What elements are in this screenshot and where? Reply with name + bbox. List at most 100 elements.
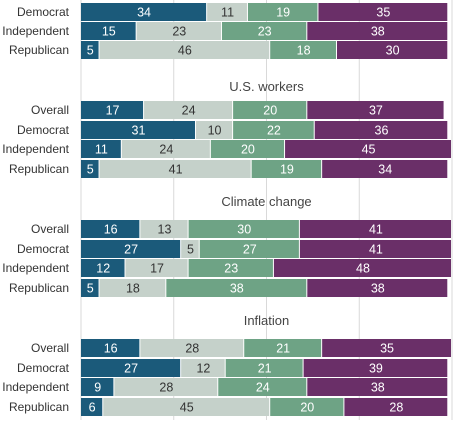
bar-value-label: 24 — [256, 381, 270, 395]
bar-segment — [103, 398, 270, 416]
bar-value-label: 5 — [187, 243, 194, 257]
bar-segment — [81, 279, 99, 297]
bar-segment — [114, 378, 218, 396]
bar-segment — [81, 240, 181, 258]
bar-segment — [270, 41, 336, 59]
bar-segment — [299, 220, 451, 238]
bar-value-label: 27 — [243, 243, 257, 257]
row-label: Democrat — [17, 5, 70, 19]
bar-value-label: 5 — [87, 282, 94, 296]
bar-value-label: 37 — [369, 104, 383, 118]
bar-value-label: 45 — [362, 143, 376, 157]
bar-segment — [144, 101, 233, 119]
bar-segment — [307, 279, 448, 297]
bars — [81, 3, 451, 416]
bar-value-label: 39 — [369, 362, 383, 376]
bar-value-label: 48 — [356, 262, 370, 276]
bar-value-label: 27 — [124, 243, 138, 257]
bar-segment — [81, 22, 136, 40]
row-label: Independent — [2, 380, 69, 394]
bar-value-label: 6 — [89, 401, 96, 415]
row-label: Independent — [2, 142, 69, 156]
bar-value-label: 9 — [94, 381, 101, 395]
bar-value-label: 46 — [178, 44, 192, 58]
bar-value-label: 38 — [230, 282, 244, 296]
bar-value-label: 30 — [386, 44, 400, 58]
bar-value-label: 23 — [172, 25, 186, 39]
bar-segment — [218, 378, 307, 396]
bar-value-label: 38 — [371, 282, 385, 296]
bar-value-label: 34 — [378, 163, 392, 177]
bar-value-label: 28 — [185, 342, 199, 356]
bar-segment — [166, 279, 307, 297]
row-label: Overall — [31, 222, 69, 236]
bar-value-label: 38 — [371, 381, 385, 395]
row-label: Independent — [2, 24, 69, 38]
bar-segment — [99, 41, 270, 59]
bar-segment — [81, 140, 121, 158]
bar-value-label: 18 — [297, 44, 311, 58]
row-label: Democrat — [17, 123, 70, 137]
bar-value-label: 31 — [132, 124, 146, 138]
bar-segment — [181, 359, 225, 377]
bar-value-label: 20 — [263, 104, 277, 118]
bar-segment — [81, 3, 207, 21]
bar-value-label: 24 — [159, 143, 173, 157]
bar-value-label: 35 — [376, 6, 390, 20]
bar-segment — [188, 220, 299, 238]
bar-segment — [233, 101, 307, 119]
bar-value-label: 11 — [95, 143, 108, 157]
bar-value-label: 12 — [96, 262, 110, 276]
bar-segment — [81, 160, 99, 178]
bar-value-label: 17 — [150, 262, 164, 276]
row-label: Overall — [31, 341, 69, 355]
bar-segment — [322, 160, 448, 178]
bar-segment — [81, 121, 196, 139]
bar-segment — [81, 259, 125, 277]
bar-value-label: 28 — [159, 381, 173, 395]
bar-segment — [233, 121, 314, 139]
row-label: Democrat — [17, 242, 70, 256]
bar-value-label: 17 — [106, 104, 120, 118]
bar-segment — [99, 279, 166, 297]
bar-value-label: 36 — [375, 124, 389, 138]
bar-segment — [307, 378, 448, 396]
bar-value-label: 41 — [369, 223, 383, 237]
bar-segment — [121, 140, 210, 158]
bar-segment — [81, 220, 140, 238]
bar-segment — [81, 359, 181, 377]
bar-value-label: 41 — [169, 163, 183, 177]
bar-value-label: 45 — [180, 401, 194, 415]
bar-value-label: 5 — [87, 44, 94, 58]
row-label: Republican — [9, 400, 69, 414]
bar-value-label: 30 — [237, 223, 251, 237]
row-label: Republican — [9, 43, 69, 57]
bar-value-label: 38 — [371, 25, 385, 39]
bar-segment — [81, 41, 99, 59]
bar-value-label: 13 — [158, 223, 172, 237]
row-label: Republican — [9, 162, 69, 176]
bar-segment — [225, 359, 303, 377]
bar-segment — [125, 259, 188, 277]
bar-value-label: 24 — [182, 104, 196, 118]
bar-segment — [196, 121, 233, 139]
bar-segment — [140, 339, 244, 357]
bar-value-label: 28 — [389, 401, 403, 415]
bar-value-label: 20 — [241, 143, 255, 157]
bar-value-label: 15 — [102, 25, 116, 39]
bar-segment — [81, 339, 140, 357]
row-label: Independent — [2, 261, 69, 275]
bar-value-label: 22 — [267, 124, 281, 138]
bar-segment — [221, 22, 307, 40]
bar-value-label: 11 — [221, 6, 234, 20]
bar-segment — [336, 41, 448, 59]
bar-segment — [322, 339, 451, 357]
bar-segment — [314, 121, 448, 139]
bar-value-label: 19 — [280, 163, 294, 177]
bar-value-label: 5 — [87, 163, 94, 177]
bar-segment — [307, 101, 444, 119]
bar-segment — [247, 3, 318, 21]
bar-segment — [181, 240, 199, 258]
bar-segment — [299, 240, 451, 258]
bar-value-label: 35 — [380, 342, 394, 356]
